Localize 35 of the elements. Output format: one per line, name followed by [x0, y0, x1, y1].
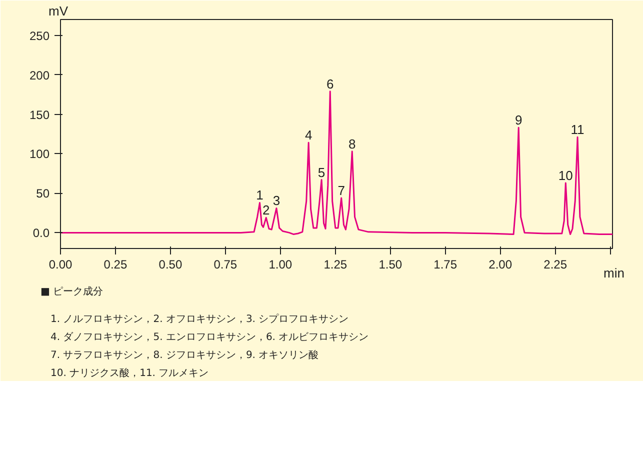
text: 7. サラフロキサシン，8. ジフロキサシン，9. オキソリン酸	[50, 349, 319, 361]
annotation: 9	[514, 112, 522, 128]
annotation: 11	[570, 122, 584, 138]
text: 4. ダノフロキサシン，5. エンロフロキサシン，6. オルビフロキサシン	[50, 331, 369, 343]
x-tick-label: 0.50	[158, 258, 182, 272]
annotation: 6	[326, 76, 334, 92]
annotation: 3	[272, 193, 280, 208]
annotation: 4	[304, 128, 312, 143]
y-tick-label: 200	[29, 68, 50, 82]
y-tick-label: 50	[36, 186, 50, 201]
annotation: 10	[558, 168, 573, 183]
line-series	[60, 90, 612, 236]
x-tick-label: 2.25	[544, 258, 568, 272]
x-axis-title: min	[604, 266, 625, 280]
annotation: 7	[338, 182, 345, 198]
annotation: 2	[262, 202, 270, 218]
y-tick-label: 150	[29, 108, 50, 122]
x-tick-label: 0.25	[104, 258, 128, 272]
x-tick-label: 1.00	[268, 258, 292, 272]
annotation: 8	[348, 136, 356, 152]
annotation: 5	[318, 164, 326, 180]
text: ■ ピーク成分	[40, 286, 104, 298]
x-tick-label: 0.75	[214, 258, 238, 272]
text: 1. ノルフロキサシン，2. オフロキサシン，3. シプロフロキサシン	[50, 313, 349, 325]
x-tick-label: 0.00	[48, 258, 73, 272]
x-tick-label: 2.00	[488, 258, 512, 272]
y-tick-label: 250	[29, 28, 50, 43]
y-tick-label: 0.0	[32, 226, 50, 240]
annotation: 1	[256, 188, 264, 203]
x-tick-label: 1.25	[324, 258, 348, 272]
y-axis-title: mV	[48, 4, 68, 18]
x-tick-label: 1.50	[378, 258, 402, 272]
x-tick-label: 1.75	[434, 258, 458, 272]
text: 10. ナリジクス酸，11. フルメキン	[50, 367, 209, 379]
y-tick-label: 100	[29, 147, 50, 162]
